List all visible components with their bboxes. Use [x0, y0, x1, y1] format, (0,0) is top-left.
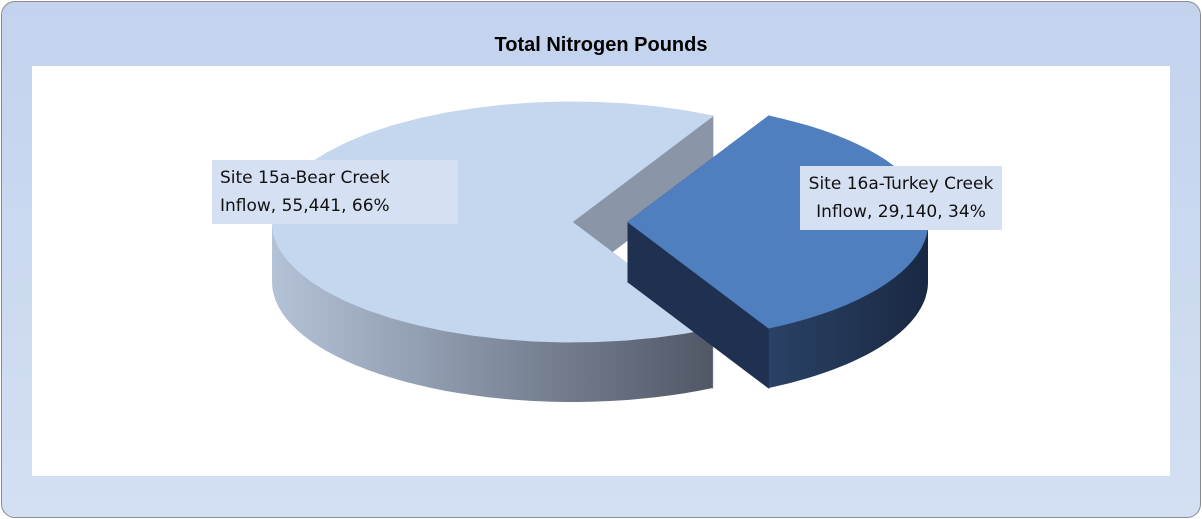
data-label: Site 15a-Bear Creek Inflow, 55,441, 66%	[212, 160, 458, 224]
slice-side	[768, 222, 928, 388]
data-label: Site 16a-Turkey Creek Inflow, 29,140, 34…	[800, 166, 1002, 230]
chart-title: Total Nitrogen Pounds	[494, 34, 708, 56]
slice-side	[272, 222, 713, 402]
